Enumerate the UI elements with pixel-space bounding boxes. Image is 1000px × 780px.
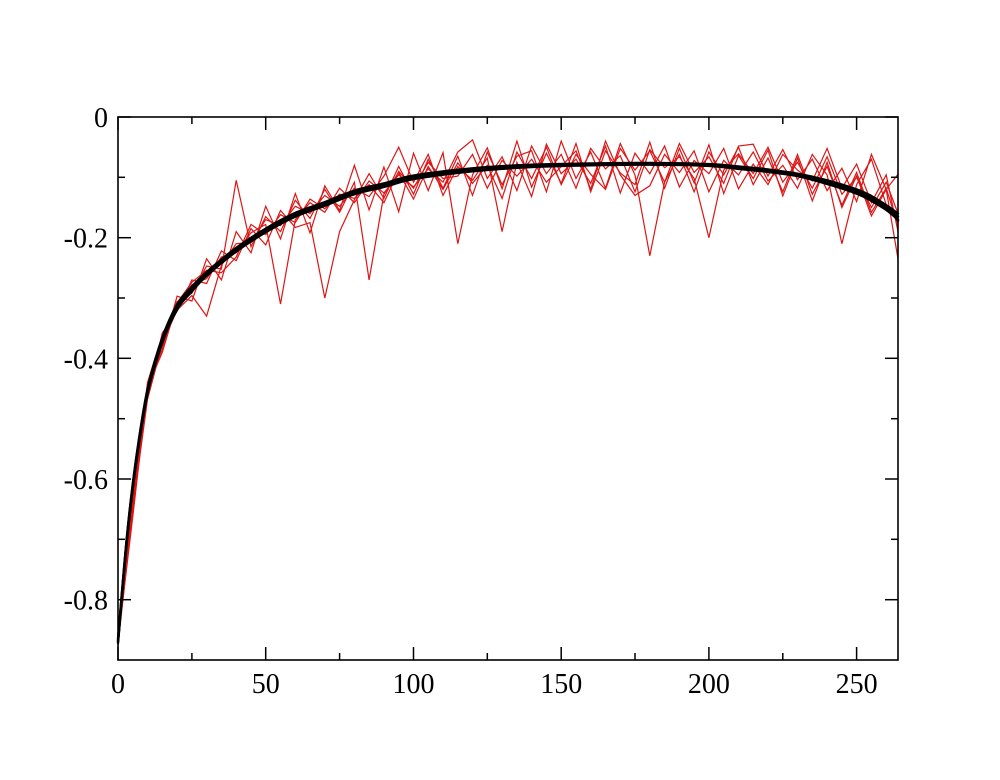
x-tick-label: 200: [688, 669, 730, 700]
x-tick-label: 250: [836, 669, 878, 700]
y-tick-label: 0: [94, 103, 108, 134]
y-tick-label: -0.2: [64, 224, 108, 255]
noisy-series-line: [117, 138, 899, 641]
y-tick-label: -0.6: [64, 465, 108, 496]
x-tick-label: 50: [252, 669, 280, 700]
y-tick-label: -0.8: [64, 586, 108, 617]
fit-curve-line: [116, 162, 900, 641]
y-tick-label: -0.4: [64, 344, 108, 375]
plot-frame: [117, 116, 899, 661]
x-tick-label: 100: [393, 669, 435, 700]
plot-area: [118, 117, 898, 660]
x-tick-label: 0: [111, 669, 125, 700]
x-tick-label: 150: [540, 669, 582, 700]
